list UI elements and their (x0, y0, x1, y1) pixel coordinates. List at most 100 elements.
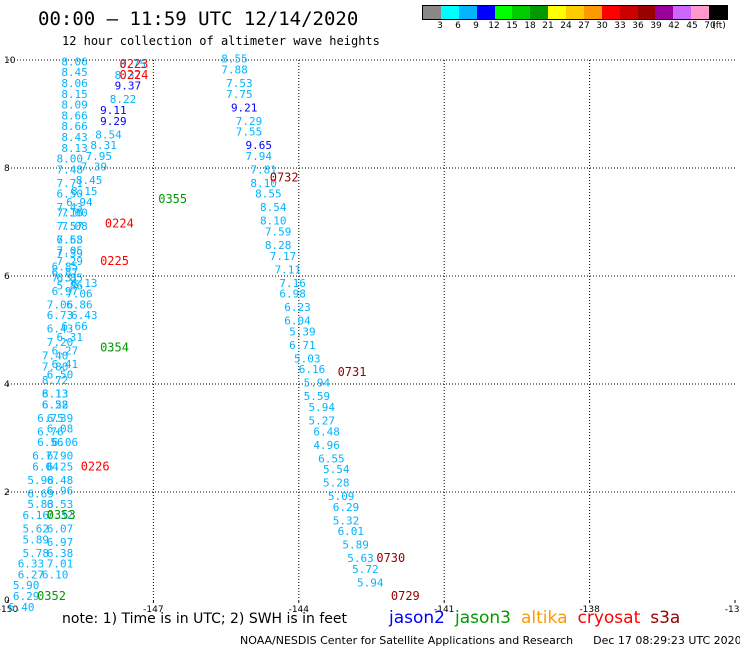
y-tick-label: 0 (4, 596, 10, 606)
data-point-label: 7.40 (42, 350, 69, 363)
legend-swatch (673, 6, 692, 19)
legend-swatch (440, 6, 459, 19)
data-point-label: 6.85 (56, 271, 83, 284)
y-tick-label: 6 (4, 272, 10, 282)
legend-label: 9 (473, 21, 479, 31)
y-tick-label: 2 (4, 488, 10, 498)
time-label: 0732 (270, 171, 299, 185)
data-point-label: 5.90 (13, 579, 39, 592)
data-point-label: 7.57 (56, 220, 83, 233)
data-point-label: 5.89 (23, 533, 50, 546)
x-tick-label: -135 (725, 605, 740, 615)
data-point-label: 5.78 (23, 547, 50, 560)
data-point-label: 7.06 (66, 288, 93, 301)
data-point-label: 6.76 (37, 425, 64, 438)
legend-label: 30 (596, 21, 608, 31)
data-point-label: 5.32 (333, 514, 360, 527)
legend-label: 36 (632, 21, 644, 31)
data-point-label: 6.04 (284, 315, 311, 328)
data-point-label: 7.32 (47, 509, 73, 522)
footer: NOAA/NESDIS Center for Satellite Applica… (240, 634, 740, 647)
satellite-s3a: s3a (650, 608, 681, 628)
y-tick-label: 8 (4, 164, 10, 174)
data-point-label: 8.09 (61, 99, 88, 112)
data-point-label: 6.06 (52, 436, 78, 449)
footnote: note: 1) Time is in UTC; 2) SWH is in fe… (62, 611, 348, 627)
data-point-label: 9.37 (115, 80, 142, 93)
data-point-label: 8.54 (95, 128, 122, 141)
data-point-label: 5.86 (56, 280, 83, 293)
data-point-label: 6.13 (42, 388, 69, 401)
data-point-label: 5.83 (27, 498, 53, 511)
data-point-label: 6.43 (47, 323, 73, 336)
data-point-label: 6.50 (47, 369, 73, 382)
data-point-label: 8.37 (115, 69, 142, 82)
data-point-label: 8.75 (119, 58, 145, 71)
chart-title: 00:00 – 11:59 UTC 12/14/2020 (38, 8, 359, 30)
data-point-label: 8.45 (76, 174, 103, 187)
data-point-label: 6.31 (56, 331, 83, 344)
data-point-label: 7.16 (56, 207, 83, 220)
legend-swatch (423, 6, 441, 19)
legend-label: 24 (560, 21, 572, 31)
satellite-legend: jason2 jason3 altika cryosat s3a (389, 608, 690, 628)
legend-label: 18 (524, 21, 536, 31)
data-point-label: 7.48 (56, 163, 83, 176)
legend-swatch (458, 6, 477, 19)
data-point-label: 6.01 (338, 525, 365, 538)
legend-label: 42 (668, 21, 680, 31)
legend-swatch (601, 6, 620, 19)
data-point-label: 6.98 (279, 288, 306, 301)
data-point-label: 6.10 (42, 568, 69, 581)
data-point-label: 7.95 (86, 150, 113, 163)
legend-swatch (655, 6, 674, 19)
data-point-label: 6.56 (37, 436, 64, 449)
legend-swatch (709, 6, 727, 19)
data-point-label: 6.71 (289, 339, 316, 352)
data-point-label: 6.29 (333, 501, 360, 514)
data-point-label: 7.05 (56, 244, 83, 257)
data-point-label: 7.20 (47, 336, 73, 349)
time-label: 0224 (105, 216, 134, 230)
data-point-label: 7.16 (279, 277, 306, 290)
legend-label: 27 (578, 21, 590, 31)
data-point-label: 8.13 (61, 142, 88, 155)
legend-label: 70 (704, 21, 716, 31)
data-point-label: 7.55 (236, 126, 263, 139)
data-point-label: 6.08 (47, 423, 73, 436)
data-point-label: 7.59 (265, 226, 292, 239)
data-point-label: 5.59 (304, 390, 331, 403)
footer-org: NOAA/NESDIS Center for Satellite Applica… (240, 634, 574, 647)
time-label: 0355 (158, 192, 187, 206)
data-point-label: 6.90 (47, 450, 73, 463)
data-point-label: 7.31 (52, 271, 78, 284)
data-point-label: 7.29 (56, 255, 83, 268)
data-point-label: 8.31 (90, 139, 117, 152)
satellite-jason2: jason2 (389, 608, 445, 628)
data-point-label: 7.60 (61, 207, 88, 220)
time-label: 0224 (119, 68, 148, 82)
legend-swatch (530, 6, 549, 19)
legend-label: 39 (650, 21, 662, 31)
data-point-label: 7.01 (47, 558, 73, 571)
data-point-label: 8.54 (260, 201, 287, 214)
data-point-label: 7.75 (226, 88, 253, 101)
data-point-label: 6.87 (52, 266, 78, 279)
legend-label: 6 (455, 21, 461, 31)
legend-swatch (476, 6, 495, 19)
time-label: 0223 (119, 57, 148, 71)
data-point-label: 6.85 (52, 261, 78, 274)
data-point-label: 7.11 (275, 263, 302, 276)
data-point-label: 6.28 (42, 398, 69, 411)
data-point-label: 5.54 (323, 463, 350, 476)
time-label: 0730 (376, 551, 405, 565)
legend-swatch (512, 6, 531, 19)
x-tick-label: -147 (143, 605, 163, 615)
color-legend-labels: 3 6 9 12 15 18 21 24 27 30 33 36 39 42 45 70 (ft) (422, 21, 732, 35)
data-point-label: 5.89 (342, 539, 369, 552)
data-point-label: 6.48 (47, 474, 73, 487)
data-point-label: 8.43 (61, 131, 88, 144)
data-point-label: 6.07 (47, 523, 73, 536)
satellite-altika: altika (521, 608, 568, 628)
